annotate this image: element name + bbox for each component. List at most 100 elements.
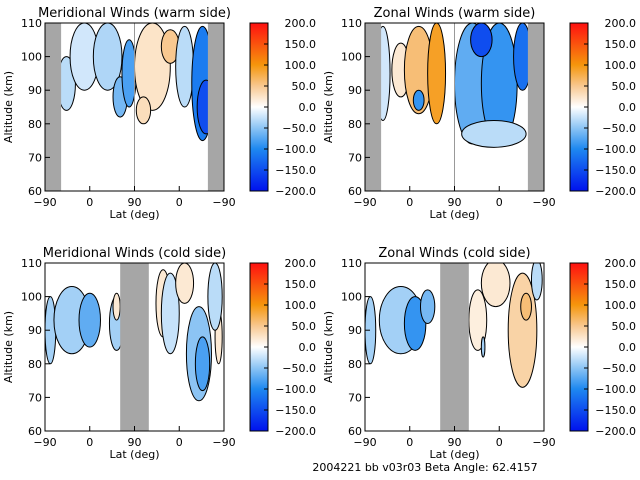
y-tick-label: 110 [21, 257, 42, 270]
x-tick-label: −90 [33, 436, 56, 449]
colorbar-tick-label: 100.0 [285, 59, 317, 72]
contour-region [92, 23, 123, 91]
x-tick-label: 90 [448, 436, 462, 449]
colorbar-tick-label: 50.0 [612, 320, 637, 333]
y-tick-label: 100 [341, 291, 362, 304]
contour-region [160, 272, 180, 355]
colorbar-tick-label: 100.0 [605, 59, 637, 72]
contour-region [194, 336, 211, 392]
contour-region [461, 119, 527, 148]
colorbar-tick-label: 0.0 [619, 341, 637, 354]
contour-region [175, 263, 195, 304]
no-data-band [120, 263, 149, 431]
colorbar-tick-label: −100.0 [275, 143, 316, 156]
y-axis-label: Altitude (km) [322, 71, 335, 143]
y-axis-label: Altitude (km) [2, 311, 15, 383]
x-tick-label: 0 [86, 196, 93, 209]
y-tick-label: 70 [28, 151, 42, 164]
y-tick-label: 80 [348, 358, 362, 371]
colorbar-tick-label: −50.0 [602, 362, 636, 375]
y-tick-label: 60 [348, 185, 362, 198]
contour-region [412, 89, 425, 111]
x-tick-label: −90 [212, 436, 235, 449]
colorbar-tick-label: 150.0 [605, 278, 637, 291]
no-data-band [207, 23, 224, 191]
colorbar-tick-label: 0.0 [299, 101, 317, 114]
colorbar-tick-label: 100.0 [605, 299, 637, 312]
contour-region [419, 289, 436, 324]
chart-panel-3: Meridional Winds (cold side)110 100 90 80 70… [2, 246, 316, 461]
contour-layer [365, 263, 543, 431]
chart-title: Meridional Winds (cold side) [43, 246, 226, 261]
colorbar-tick-label: 200.0 [285, 257, 317, 270]
y-tick-label: 60 [348, 425, 362, 438]
chart-title: Zonal Winds (warm side) [374, 6, 536, 21]
colorbar-tick-label: −150.0 [595, 164, 636, 177]
contour-region [530, 263, 543, 301]
y-tick-label: 100 [21, 51, 42, 64]
colorbar-tick-label: −200.0 [595, 185, 636, 198]
colorbar-tick-label: 150.0 [605, 38, 637, 51]
contour-layer [45, 23, 224, 191]
y-tick-label: 110 [341, 257, 362, 270]
y-tick-label: 110 [341, 17, 362, 30]
x-tick-label: 0 [496, 436, 503, 449]
y-tick-label: 80 [28, 358, 42, 371]
x-tick-label: 0 [406, 196, 413, 209]
colorbar-tick-label: −50.0 [282, 122, 316, 135]
x-tick-label: −90 [353, 436, 376, 449]
colorbar-tick-label: 200.0 [605, 17, 637, 30]
contour-region [520, 292, 532, 321]
x-tick-label: −90 [212, 196, 235, 209]
x-tick-label: 0 [496, 196, 503, 209]
contour-region [365, 296, 377, 365]
x-tick-label: −90 [353, 196, 376, 209]
colorbar-tick-label: 0.0 [299, 341, 317, 354]
colorbar-tick-label: 50.0 [612, 80, 637, 93]
colorbar-tick-label: −200.0 [275, 185, 316, 198]
y-tick-label: 90 [28, 324, 42, 337]
colorbar-tick-label: −150.0 [275, 164, 316, 177]
y-tick-label: 110 [21, 17, 42, 30]
y-tick-label: 80 [348, 118, 362, 131]
x-tick-label: −90 [532, 196, 555, 209]
contour-region [470, 23, 493, 58]
x-tick-label: 90 [128, 196, 142, 209]
y-tick-label: 80 [28, 118, 42, 131]
contour-region [480, 336, 486, 358]
footer-text: 2004221 bb v03r03 Beta Angle: 62.4157 [312, 461, 537, 474]
x-tick-label: −90 [532, 436, 555, 449]
contour-region [112, 292, 121, 321]
colorbar-tick-label: −200.0 [595, 425, 636, 438]
colorbar-tick-label: −200.0 [275, 425, 316, 438]
colorbar-tick-label: 50.0 [292, 320, 317, 333]
y-tick-label: 90 [28, 84, 42, 97]
x-tick-label: 90 [128, 436, 142, 449]
y-tick-label: 100 [21, 291, 42, 304]
x-axis-label: Lat (deg) [110, 208, 160, 221]
colorbar-tick-label: 200.0 [285, 17, 317, 30]
colorbar-tick-label: −100.0 [595, 383, 636, 396]
colorbar-tick-label: −150.0 [595, 404, 636, 417]
chart-title: Meridional Winds (warm side) [38, 6, 231, 21]
contour-region [427, 23, 447, 125]
y-tick-label: 90 [348, 84, 362, 97]
y-axis-label: Altitude (km) [322, 311, 335, 383]
contour-region [207, 263, 223, 331]
y-tick-label: 70 [348, 151, 362, 164]
colorbar-tick-label: 0.0 [619, 101, 637, 114]
no-data-band [45, 23, 62, 191]
chart-panel-2: Zonal Winds (warm side)11010090807060−90… [322, 6, 636, 221]
y-tick-label: 100 [341, 51, 362, 64]
no-data-band [440, 263, 469, 431]
y-tick-label: 70 [28, 391, 42, 404]
colorbar-tick-label: 50.0 [292, 80, 317, 93]
x-tick-label: 0 [406, 436, 413, 449]
y-tick-label: 90 [348, 324, 362, 337]
x-axis-label: Lat (deg) [110, 448, 160, 461]
colorbar-tick-label: −50.0 [602, 122, 636, 135]
colorbar-tick-label: −150.0 [275, 404, 316, 417]
x-tick-label: 0 [176, 196, 183, 209]
no-data-band [365, 23, 382, 191]
